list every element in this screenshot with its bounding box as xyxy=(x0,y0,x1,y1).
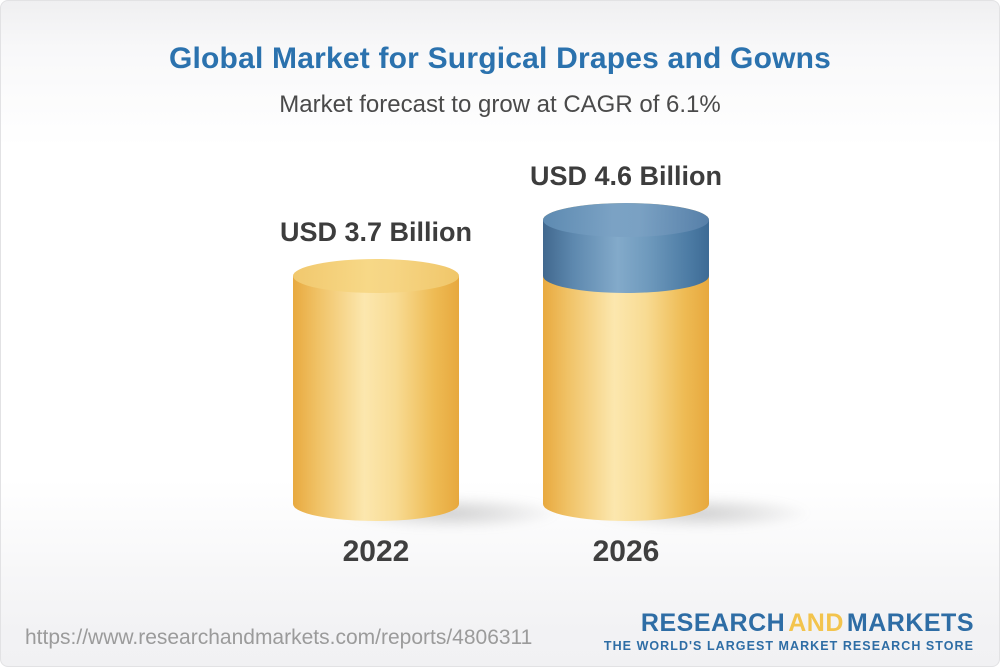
page-title: Global Market for Surgical Drapes and Go… xyxy=(168,42,832,75)
logo-word-markets: MARKETS xyxy=(846,609,974,637)
logo-tagline: THE WORLD'S LARGEST MARKET RESEARCH STOR… xyxy=(603,639,974,653)
report-url: https://www.researchandmarkets.com/repor… xyxy=(25,626,533,649)
chart-subtitle: Market forecast to grow at CAGR of 6.1% xyxy=(279,91,721,118)
bar-2026: USD 4.6 Billion 2026 xyxy=(530,151,815,568)
cylinder-top-ellipse-yellow xyxy=(293,259,459,293)
cylinder-bar-chart: USD 3.7 Billion 2022 USD 4.6 Billion 202… xyxy=(1,151,999,581)
cylinder-2026 xyxy=(543,203,815,531)
bar-value-label-2026: USD 4.6 Billion xyxy=(529,161,723,191)
cylinder-2022 xyxy=(293,259,565,531)
logo-word-research: RESEARCH xyxy=(640,609,786,637)
header: Global Market for Surgical Drapes and Go… xyxy=(1,1,999,118)
growth-segment-blue xyxy=(543,203,709,293)
x-axis-label-2022: 2022 xyxy=(342,535,410,568)
bar-2022: USD 3.7 Billion 2022 xyxy=(280,151,565,568)
cylinder-body-yellow xyxy=(293,276,459,521)
bar-value-label-2022: USD 3.7 Billion xyxy=(279,217,473,247)
logo-wordmark: RESEARCH AND MARKETS xyxy=(604,610,974,636)
x-axis-label-2026: 2026 xyxy=(592,535,660,568)
logo-word-and: AND xyxy=(788,609,844,637)
growth-segment-top-ellipse xyxy=(543,203,709,237)
researchandmarkets-logo: RESEARCH AND MARKETS THE WORLD'S LARGEST M… xyxy=(604,610,974,653)
